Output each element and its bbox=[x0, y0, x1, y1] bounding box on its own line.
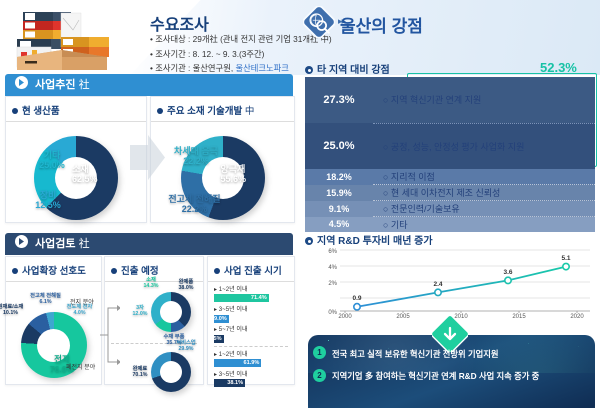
svg-text:2005: 2005 bbox=[396, 314, 410, 318]
svg-text:3.6: 3.6 bbox=[503, 269, 512, 276]
svg-text:2020: 2020 bbox=[570, 314, 584, 318]
svg-text:0%: 0% bbox=[328, 310, 337, 316]
svg-text:2000: 2000 bbox=[338, 314, 352, 318]
svg-text:2.4: 2.4 bbox=[433, 281, 442, 288]
svg-text:6%: 6% bbox=[328, 249, 337, 255]
svg-text:5.1: 5.1 bbox=[561, 255, 570, 262]
svg-text:2%: 2% bbox=[328, 281, 337, 287]
svg-text:2015: 2015 bbox=[512, 314, 526, 318]
svg-text:0.9: 0.9 bbox=[352, 295, 361, 302]
svg-text:4%: 4% bbox=[328, 265, 337, 271]
